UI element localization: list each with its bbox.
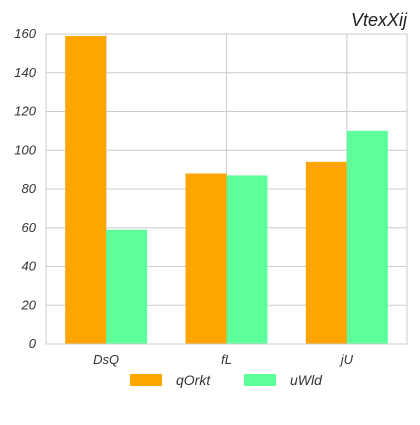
chart-title: VtexXij <box>351 10 408 30</box>
y-tick-label: 80 <box>22 181 37 196</box>
legend-swatch-qOrkt <box>130 374 162 386</box>
bar-uWld-fL <box>226 175 268 344</box>
y-tick-label: 0 <box>29 336 37 351</box>
x-tick-label: fL <box>221 352 232 367</box>
y-tick-label: 40 <box>22 259 37 274</box>
bar-qOrkt-fL <box>185 173 227 344</box>
bar-qOrkt-jU <box>305 161 347 344</box>
axes: 0 20 40 60 80 100 120 140 160 DsQ fL jU <box>14 26 408 367</box>
legend-label: uWld <box>290 372 323 388</box>
legend-label: qOrkt <box>176 372 211 388</box>
y-tick-label: 60 <box>22 220 37 235</box>
legend: qOrkt uWld <box>130 372 323 388</box>
legend-swatch-uWld <box>244 374 276 386</box>
x-tick-label: DsQ <box>93 352 119 367</box>
y-tick-label: 120 <box>14 104 36 119</box>
bar-qOrkt-DsQ <box>65 35 107 344</box>
bar-uWld-DsQ <box>106 229 148 344</box>
y-tick-label: 100 <box>14 142 36 157</box>
bar-uWld-jU <box>346 130 388 344</box>
x-tick-label: jU <box>339 352 354 367</box>
y-tick-label: 160 <box>14 26 36 41</box>
bars <box>65 35 388 344</box>
y-tick-label: 20 <box>21 297 37 312</box>
plot-frame <box>45 33 408 345</box>
y-tick-label: 140 <box>14 65 36 80</box>
